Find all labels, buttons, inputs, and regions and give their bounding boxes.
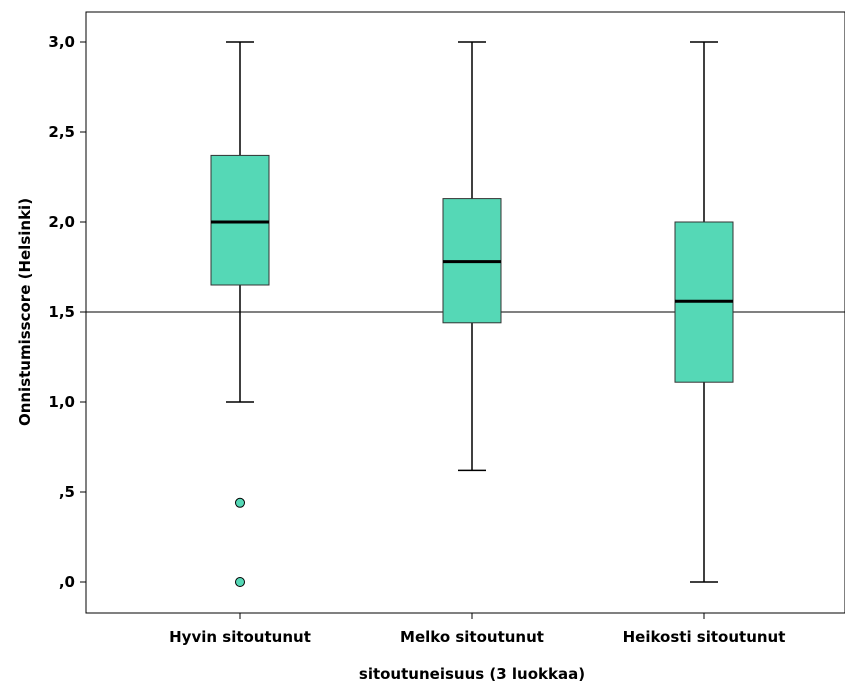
y-axis-title: Onnistumisscore (Helsinki) [16, 198, 34, 426]
y-axis-ticks: ,0 ,5 1,0 1,5 2,0 2,5 3,0 [48, 33, 86, 591]
outlier-point [235, 497, 245, 508]
box-1 [210, 41, 270, 587]
iqr-box [210, 154, 270, 286]
x-category-label: Melko sitoutunut [400, 628, 544, 646]
x-category-label: Heikosti sitoutunut [623, 628, 786, 646]
box-2 [442, 41, 502, 472]
y-tick-label: 1,5 [48, 303, 75, 321]
x-category-label: Hyvin sitoutunut [169, 628, 311, 646]
y-tick-label: 2,5 [48, 123, 75, 141]
box-series [210, 41, 734, 587]
x-axis-title: sitoutuneisuus (3 luokkaa) [359, 665, 585, 683]
x-axis-categories: Hyvin sitoutunut Melko sitoutunut Heikosti… [169, 613, 785, 646]
y-tick-label: 2,0 [48, 213, 75, 231]
y-tick-label: ,0 [59, 573, 75, 591]
y-tick-label: ,5 [59, 483, 75, 501]
y-tick-label: 1,0 [48, 393, 75, 411]
outlier-point [235, 577, 245, 587]
box-3 [674, 41, 734, 583]
y-tick-label: 3,0 [48, 33, 75, 51]
